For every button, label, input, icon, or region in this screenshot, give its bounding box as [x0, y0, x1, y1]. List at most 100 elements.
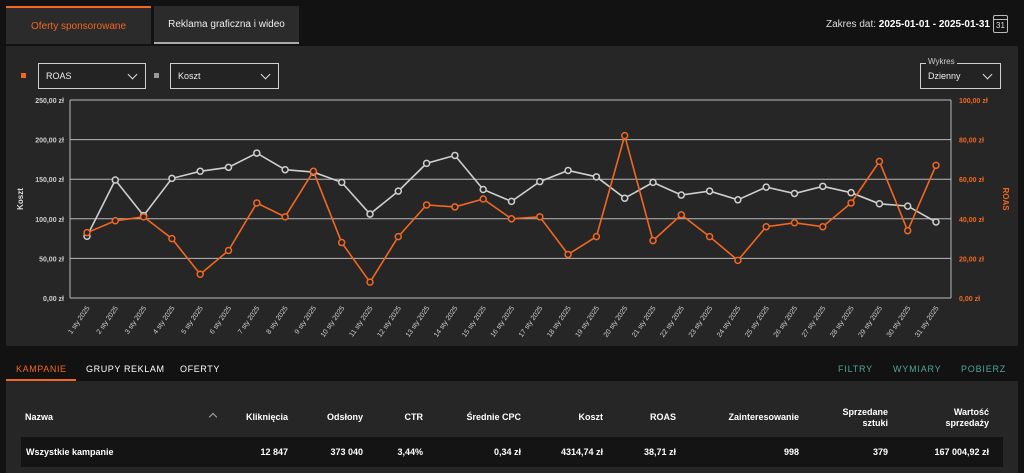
data-point-koszt [620, 194, 629, 202]
left-tick-label: 200,00 zł [35, 138, 64, 145]
x-tick-label: 15 sty 2025 [461, 305, 488, 339]
cell-impressions: 373 040 [330, 447, 363, 457]
data-point-roas [932, 161, 940, 170]
col-roas[interactable]: ROAS [649, 412, 676, 422]
cell-ctr: 3,44% [397, 447, 423, 457]
col-ctr[interactable]: CTR [404, 412, 424, 422]
x-tick-label: 1 sty 2025 [67, 305, 91, 336]
x-tick-label: 11 sty 2025 [348, 305, 374, 338]
left-tick-label: 250,00 zł [35, 98, 64, 105]
left-tick-label: 100,00 zł [35, 217, 64, 224]
filters-button[interactable]: FILTRY [838, 364, 873, 374]
data-point-roas [394, 232, 403, 241]
col-interest[interactable]: Zainteresowanie [728, 412, 799, 422]
download-button[interactable]: POBIERZ [961, 364, 1007, 374]
data-point-roas [762, 222, 770, 231]
x-tick-label: 27 sty 2025 [801, 305, 828, 339]
x-tick-label: 29 sty 2025 [858, 305, 885, 339]
x-tick-label: 13 sty 2025 [405, 305, 432, 339]
x-tick-label: 31 sty 2025 [914, 305, 941, 339]
data-point-koszt [111, 176, 120, 184]
tab-display-video[interactable]: Reklama graficzna i wideo [154, 6, 299, 44]
col-value-line2: sprzedaży [945, 418, 989, 428]
right-tick-label: 20,00 zł [959, 256, 984, 263]
series-line-roas [86, 132, 937, 284]
x-tick-label: 19 sty 2025 [575, 305, 602, 339]
data-point-koszt [507, 197, 516, 206]
date-range-value: 2025-01-01 - 2025-01-31 [878, 19, 990, 30]
data-point-koszt [564, 166, 572, 175]
metric2-select[interactable]: Koszt [170, 63, 279, 89]
right-tick-label: 0,00 zł [959, 296, 980, 303]
x-tick-label: 21 sty 2025 [631, 305, 658, 339]
sub-tabs: KAMPANIE GRUPY REKLAM OFERTY FILTRY WYMI… [0, 354, 1024, 381]
x-tick-label: 30 sty 2025 [886, 305, 913, 339]
x-tick-label: 7 sty 2025 [237, 305, 261, 336]
sort-arrow-icon[interactable] [208, 412, 218, 422]
x-tick-label: 4 sty 2025 [152, 305, 176, 336]
data-point-roas [309, 167, 318, 176]
data-point-roas [790, 219, 799, 227]
metric2-value: Koszt [178, 71, 201, 81]
left-tick-label: 150,00 zł [35, 177, 64, 184]
cell-cost: 4314,74 zł [560, 447, 603, 457]
data-point-koszt [649, 178, 657, 187]
data-point-koszt [253, 149, 261, 157]
x-tick-label: 2 sty 2025 [96, 305, 120, 336]
col-cpc[interactable]: Średnie CPC [466, 412, 521, 422]
x-tick-label: 12 sty 2025 [376, 305, 403, 339]
col-impressions[interactable]: Odsłony [326, 412, 363, 422]
data-point-koszt [536, 177, 544, 186]
x-tick-label: 24 sty 2025 [716, 305, 743, 339]
data-point-koszt [847, 188, 855, 197]
col-name[interactable]: Nazwa [25, 412, 54, 422]
data-point-koszt [592, 173, 601, 181]
chart-mode-value: Dzienny [928, 71, 961, 81]
dimensions-button[interactable]: WYMIARY [893, 364, 942, 374]
tab-ad-groups[interactable]: GRUPY REKLAM [86, 364, 165, 374]
x-tick-label: 14 sty 2025 [433, 305, 460, 339]
data-point-roas [620, 131, 629, 140]
right-tick-label: 60,00 zł [959, 177, 984, 184]
data-point-roas [253, 199, 261, 207]
tab-campaigns[interactable]: KAMPANIE [16, 364, 67, 374]
data-point-roas [366, 278, 374, 286]
data-point-roas [564, 250, 572, 259]
cell-cpc: 0,34 zł [493, 447, 521, 457]
x-tick-label: 6 sty 2025 [209, 305, 233, 336]
x-tick-label: 18 sty 2025 [546, 305, 573, 339]
top-bar: Oferty sponsorowane Reklama graficzna i … [0, 0, 1024, 46]
calendar-icon[interactable]: 31 [993, 15, 1008, 33]
x-tick-label: 5 sty 2025 [181, 305, 205, 336]
date-range: Zakres dat: 2025-01-01 - 2025-01-31 [826, 19, 990, 30]
col-clicks[interactable]: Kliknięcia [245, 412, 288, 422]
x-tick-label: 25 sty 2025 [744, 305, 771, 339]
data-point-koszt [762, 183, 770, 191]
left-axis-title: Koszt [16, 188, 25, 210]
data-point-roas [111, 217, 120, 225]
right-tick-label: 100,00 zł [959, 98, 988, 105]
data-point-roas [196, 270, 204, 278]
chart-mode-select[interactable]: Dzienny [920, 63, 1001, 89]
data-point-roas [903, 226, 912, 235]
data-point-koszt [366, 210, 374, 218]
metric1-select[interactable]: ROAS [38, 63, 146, 89]
right-tick-label: 40,00 zł [959, 217, 984, 224]
col-sold[interactable]: Sprzedane sztuki [842, 407, 888, 429]
data-point-roas [536, 213, 544, 221]
table-row[interactable]: Wszystkie kampanie 12 847 373 040 3,44% … [21, 437, 1003, 467]
x-tick-label: 8 sty 2025 [265, 305, 289, 336]
tab-offers[interactable]: OFERTY [180, 364, 220, 374]
col-cost[interactable]: Koszt [578, 412, 604, 422]
cell-value: 167 004,92 zł [934, 447, 989, 457]
tab-sponsored-offers[interactable]: Oferty sponsorowane [6, 6, 151, 44]
col-value[interactable]: Wartość sprzedaży [945, 407, 989, 429]
active-tab-underline [6, 379, 76, 381]
right-tick-label: 80,00 zł [959, 138, 984, 145]
cell-roas: 38,71 zł [643, 447, 676, 457]
x-tick-label: 22 sty 2025 [659, 305, 686, 339]
data-point-koszt [734, 196, 742, 204]
x-tick-label: 9 sty 2025 [294, 305, 318, 336]
col-sold-line1: Sprzedane [842, 407, 888, 417]
data-point-roas [422, 201, 431, 209]
